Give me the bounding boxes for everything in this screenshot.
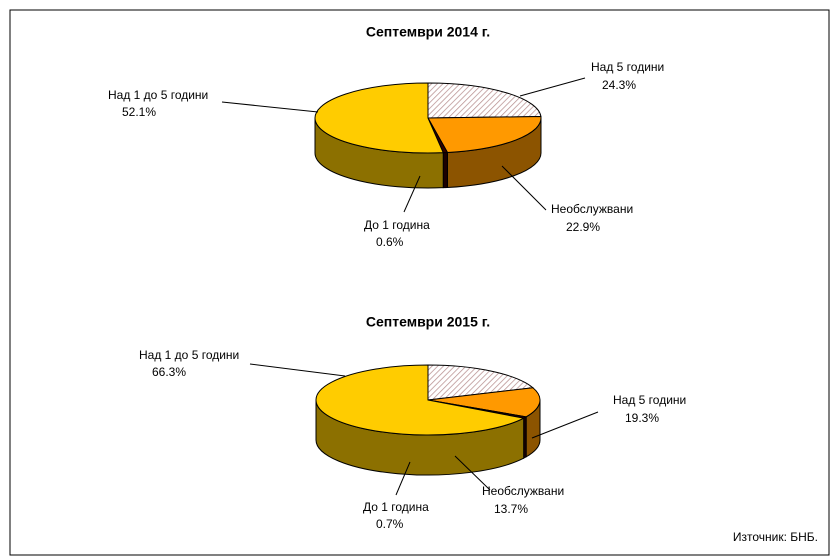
slice-label: Над 5 години: [613, 393, 686, 407]
slice-value-label: 0.6%: [376, 235, 404, 249]
leader-line: [395, 461, 411, 496]
leader-line: [454, 455, 491, 491]
slice-value-label: 24.3%: [602, 78, 636, 92]
slice-label: Необслужвани: [551, 202, 633, 216]
slice-value-label: 19.3%: [625, 411, 659, 425]
slice-value-label: 66.3%: [152, 365, 186, 379]
slice: [427, 82, 542, 119]
slice: [427, 387, 541, 418]
chart-title: Септември 2015 г.: [366, 314, 490, 330]
slice-label: Над 1 до 5 години: [108, 88, 208, 102]
leader-line: [519, 77, 586, 97]
slice: [427, 116, 542, 153]
slice-side: [442, 151, 448, 189]
slice-label: Над 5 години: [591, 60, 664, 74]
source-note: Източник: БНБ.: [733, 530, 818, 544]
slice: [427, 364, 535, 401]
slice-value-label: 52.1%: [122, 105, 156, 119]
leader-line: [221, 101, 319, 113]
leader-line: [249, 363, 346, 377]
chart-title: Септември 2014 г.: [366, 24, 490, 40]
leader-line: [403, 175, 421, 213]
slice-label: До 1 година: [363, 500, 429, 514]
slice: [315, 364, 526, 436]
slice-value-label: 0.7%: [376, 517, 404, 531]
slice-value-label: 22.9%: [566, 220, 600, 234]
leader-line: [501, 165, 547, 211]
leader-line: [531, 411, 599, 439]
slice-label: Необслужвани: [482, 484, 564, 498]
slice-value-label: 13.7%: [494, 502, 528, 516]
slice: [314, 82, 444, 154]
slice-label: До 1 година: [364, 218, 430, 232]
slice-label: Над 1 до 5 години: [139, 348, 239, 362]
